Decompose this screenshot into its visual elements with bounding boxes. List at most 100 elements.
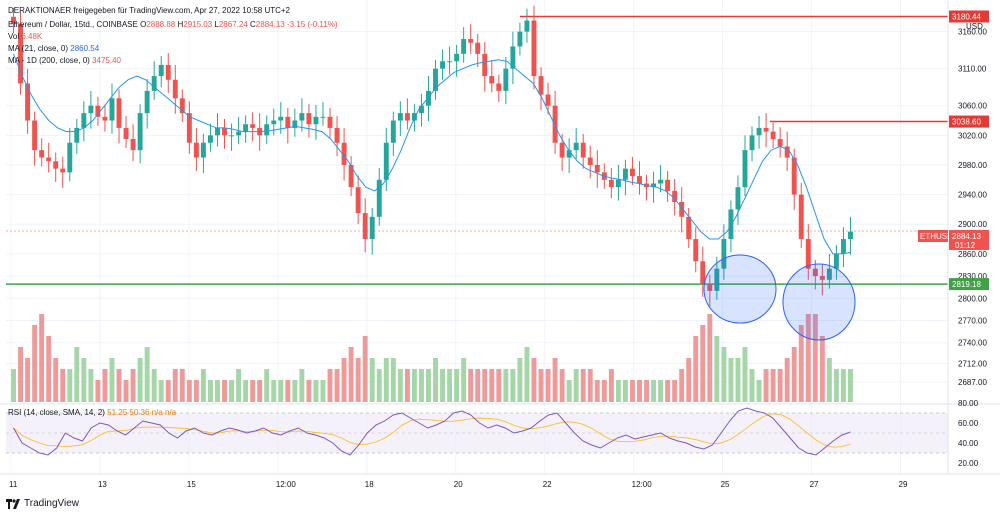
volume-bar (777, 369, 783, 402)
price-tag-value: 2884.13 (952, 232, 981, 241)
candle-body (651, 183, 657, 188)
candle-body (665, 179, 671, 191)
volume-bar (18, 347, 24, 402)
x-tick-label: 20 (454, 480, 463, 489)
ma200-label[interactable]: MA - 1D (200, close, 0) (8, 56, 90, 65)
volume-legend: Vol 6.48K (8, 32, 42, 41)
x-tick-label: 22 (543, 480, 552, 489)
highlight-circles[interactable] (703, 254, 856, 341)
volume-bar (454, 369, 460, 402)
y-tick-label: 2770.00 (958, 317, 987, 326)
x-tick-label: 12:00 (276, 480, 297, 489)
rsi-legend: RSI (14, close, SMA, 14, 2) 51.25 50.36 … (8, 408, 176, 417)
volume-bar (707, 314, 713, 402)
candle-body (826, 268, 832, 280)
candle-body (341, 142, 347, 165)
symbol-title[interactable]: Ethereum / Dollar, 15td., COINBASE (8, 20, 138, 29)
candle-body (278, 116, 284, 121)
ohlc-close-label: C (250, 20, 256, 29)
candle-body (517, 31, 523, 47)
volume-bar (433, 358, 438, 402)
candle-body (172, 79, 178, 99)
volume-bar (327, 369, 333, 402)
volume-bar (243, 380, 249, 402)
volume-bar (833, 369, 839, 402)
candle-body (404, 113, 410, 121)
volume-bar (299, 369, 305, 402)
volume-bar (200, 369, 206, 402)
ma21-label[interactable]: MA (21, close, 0) (8, 44, 69, 53)
candle-body (348, 164, 354, 188)
rsi-label[interactable]: RSI (14, close, SMA, 14, 2) (8, 408, 105, 417)
candle-body (637, 176, 642, 184)
candle-body (411, 113, 417, 121)
volume-bar (11, 369, 16, 402)
candle-body (102, 116, 108, 121)
candle-body (236, 131, 242, 136)
ohlc-high: 2915.03 (183, 20, 213, 29)
x-tick-label: 13 (98, 480, 107, 489)
volume-bar (74, 347, 80, 402)
volume-bar (672, 380, 678, 402)
footer: TradingView (6, 498, 79, 509)
volume-bar (784, 358, 790, 402)
symbol-ohlc-line: Ethereum / Dollar, 15td., COINBASE O2888… (8, 20, 338, 29)
candle-body (123, 127, 129, 140)
ohlc-low-label: L (214, 20, 219, 29)
x-tick-label: 25 (721, 480, 730, 489)
candle-body (615, 179, 621, 188)
volume-bar (172, 369, 178, 402)
volume-bar (805, 314, 811, 402)
rsi-panel (6, 407, 948, 456)
volume-bar (587, 369, 593, 402)
candle-body (819, 276, 825, 280)
candle-body (580, 142, 586, 158)
candle-body (67, 142, 73, 173)
volume-bar (264, 369, 270, 402)
y-tick-label: 3160.00 (958, 28, 987, 37)
volume-bar (482, 369, 488, 402)
candle-body (447, 61, 453, 63)
time-axis[interactable]: 11 13 15 12:00 18 20 22 12:00 25 27 29 (9, 480, 908, 489)
level-tag (949, 278, 989, 291)
rsi-ma-line (13, 413, 851, 448)
candle-body (840, 239, 846, 254)
candle-body (566, 150, 572, 158)
highlight-circle[interactable] (782, 263, 856, 341)
horizontal-levels[interactable] (6, 15, 948, 285)
candle-body (271, 120, 277, 125)
y-tick-label: 2740.00 (958, 339, 987, 348)
candle-body (158, 64, 164, 77)
candle-body (313, 116, 319, 125)
volume-bar (81, 358, 87, 402)
volume-bar (229, 380, 235, 402)
volume-bar (552, 358, 558, 402)
symbol-tag-label: ETHUSD (920, 232, 953, 241)
level-tag (949, 115, 989, 128)
ohlc-open-label: O (140, 20, 147, 29)
candle-body (397, 113, 403, 121)
volume-bar (489, 369, 495, 402)
price-axis[interactable]: 3160.00 3110.00 3060.00 3020.00 2980.00 2940.… (958, 28, 987, 387)
candle-body (137, 113, 143, 151)
x-tick-label: 18 (365, 480, 374, 489)
level-tag-label: 3180.44 (952, 12, 981, 21)
candle-body (812, 268, 818, 277)
candle-body (756, 127, 762, 136)
price-tag-countdown: 01:12 (955, 241, 976, 250)
candle-body (489, 76, 495, 84)
volume-bar (376, 369, 382, 402)
highlight-circle[interactable] (703, 254, 777, 324)
volume-label[interactable]: Vol (8, 32, 20, 41)
volume-bar (538, 369, 544, 402)
volume-bar (390, 358, 396, 402)
volume-bar (848, 369, 853, 402)
candle-body (88, 105, 94, 114)
volume-bar (123, 380, 129, 402)
candle-body (243, 124, 249, 132)
candle-body (95, 105, 101, 117)
volume-bar (693, 336, 699, 402)
volume-bar (608, 369, 614, 402)
volume-bar (496, 369, 502, 402)
